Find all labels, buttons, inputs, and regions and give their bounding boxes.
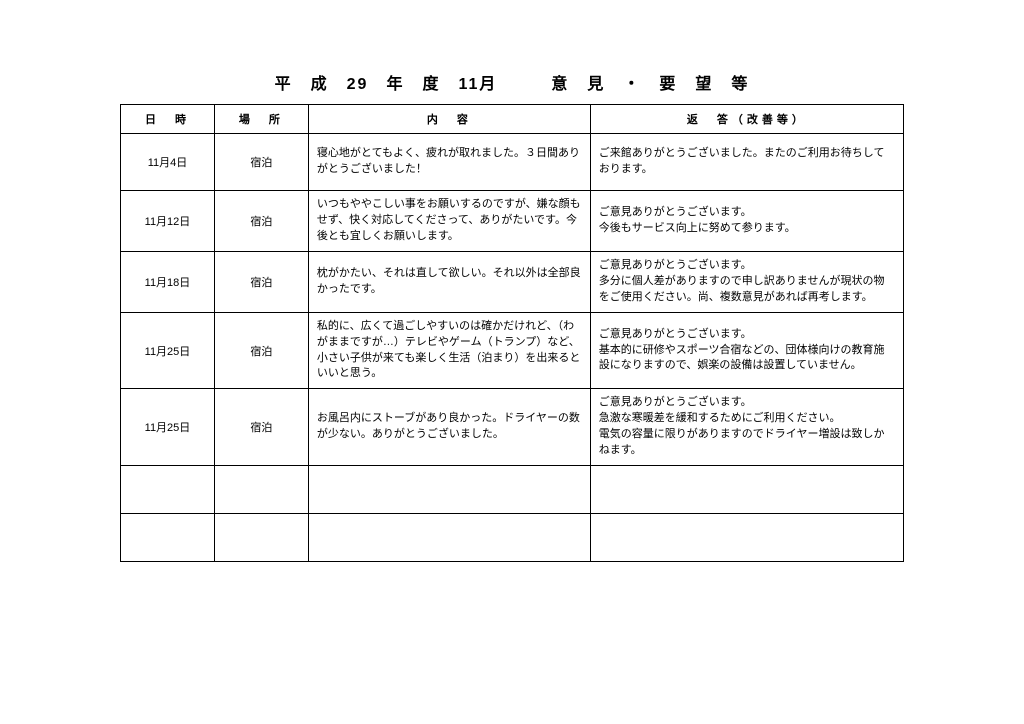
cell-date: 11月25日 (121, 389, 215, 466)
col-header-date: 日 時 (121, 105, 215, 134)
cell-response: ご意見ありがとうございます。基本的に研修やスポーツ合宿などの、団体様向けの教育施… (590, 312, 903, 389)
cell-content: いつもややこしい事をお願いするのですが、嫌な顔もせず、快く対応してくださって、あ… (308, 191, 590, 252)
table-row: 11月12日宿泊いつもややこしい事をお願いするのですが、嫌な顔もせず、快く対応し… (121, 191, 904, 252)
cell-response: ご意見ありがとうございます。今後もサービス向上に努めて参ります。 (590, 191, 903, 252)
cell-place: 宿泊 (214, 251, 308, 312)
cell-empty (214, 514, 308, 562)
cell-content: 私的に、広くて過ごしやすいのは確かだけれど、（わがままですが…）テレビやゲーム（… (308, 312, 590, 389)
cell-date: 11月25日 (121, 312, 215, 389)
feedback-table: 日 時 場 所 内 容 返 答（改善等） 11月4日宿泊寝心地がとてもよく、疲れ… (120, 104, 904, 562)
cell-place: 宿泊 (214, 191, 308, 252)
table-header-row: 日 時 場 所 内 容 返 答（改善等） (121, 105, 904, 134)
cell-empty (590, 514, 903, 562)
col-header-content: 内 容 (308, 105, 590, 134)
cell-content: 寝心地がとてもよく、疲れが取れました。３日間ありがとうございました！ (308, 134, 590, 191)
cell-response: ご意見ありがとうございます。急激な寒暖差を緩和するためにご利用ください。電気の容… (590, 389, 903, 466)
cell-empty (590, 466, 903, 514)
cell-content: 枕がかたい、それは直して欲しい。それ以外は全部良かったです。 (308, 251, 590, 312)
table-row: 11月4日宿泊寝心地がとてもよく、疲れが取れました。３日間ありがとうございました… (121, 134, 904, 191)
cell-date: 11月4日 (121, 134, 215, 191)
cell-empty (308, 514, 590, 562)
cell-response: ご来館ありがとうございました。またのご利用お待ちしております。 (590, 134, 903, 191)
page-title: 平 成 29 年 度 11月 意 見 ・ 要 望 等 (120, 70, 904, 94)
cell-empty (121, 514, 215, 562)
table-row: 11月18日宿泊枕がかたい、それは直して欲しい。それ以外は全部良かったです。ご意… (121, 251, 904, 312)
col-header-place: 場 所 (214, 105, 308, 134)
cell-empty (214, 466, 308, 514)
cell-content: お風呂内にストーブがあり良かった。ドライヤーの数が少ない。ありがとうございました… (308, 389, 590, 466)
cell-date: 11月18日 (121, 251, 215, 312)
cell-place: 宿泊 (214, 134, 308, 191)
table-row: 11月25日宿泊お風呂内にストーブがあり良かった。ドライヤーの数が少ない。ありが… (121, 389, 904, 466)
cell-empty (121, 466, 215, 514)
cell-place: 宿泊 (214, 312, 308, 389)
cell-date: 11月12日 (121, 191, 215, 252)
cell-place: 宿泊 (214, 389, 308, 466)
table-row-empty (121, 466, 904, 514)
table-row: 11月25日宿泊私的に、広くて過ごしやすいのは確かだけれど、（わがままですが…）… (121, 312, 904, 389)
cell-response: ご意見ありがとうございます。多分に個人差がありますので申し訳ありませんが現状の物… (590, 251, 903, 312)
col-header-response: 返 答（改善等） (590, 105, 903, 134)
table-row-empty (121, 514, 904, 562)
cell-empty (308, 466, 590, 514)
